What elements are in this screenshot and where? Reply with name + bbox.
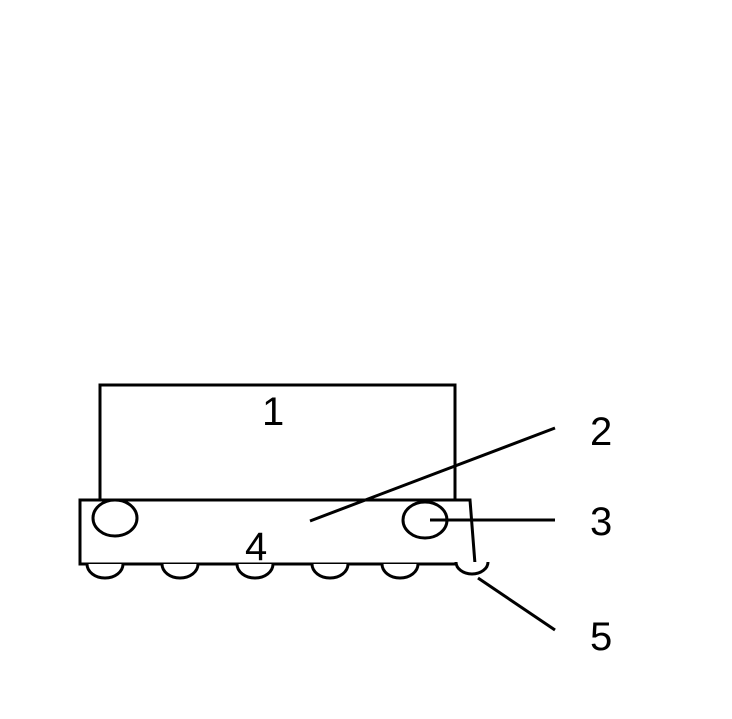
- label-2: 2: [590, 410, 612, 454]
- bottom-ball: [456, 562, 488, 574]
- label-4: 4: [245, 525, 267, 569]
- leader-line-5: [478, 578, 555, 630]
- corner-ball: [93, 500, 137, 536]
- bottom-ball: [162, 564, 198, 578]
- bottom-ball: [382, 564, 418, 578]
- label-1: 1: [262, 390, 284, 434]
- label-5: 5: [590, 615, 612, 659]
- label-3: 3: [590, 500, 612, 544]
- bottom-ball: [87, 564, 123, 578]
- diagram-canvas: 1 2 3 4 5: [0, 0, 732, 719]
- bottom-ball: [312, 564, 348, 578]
